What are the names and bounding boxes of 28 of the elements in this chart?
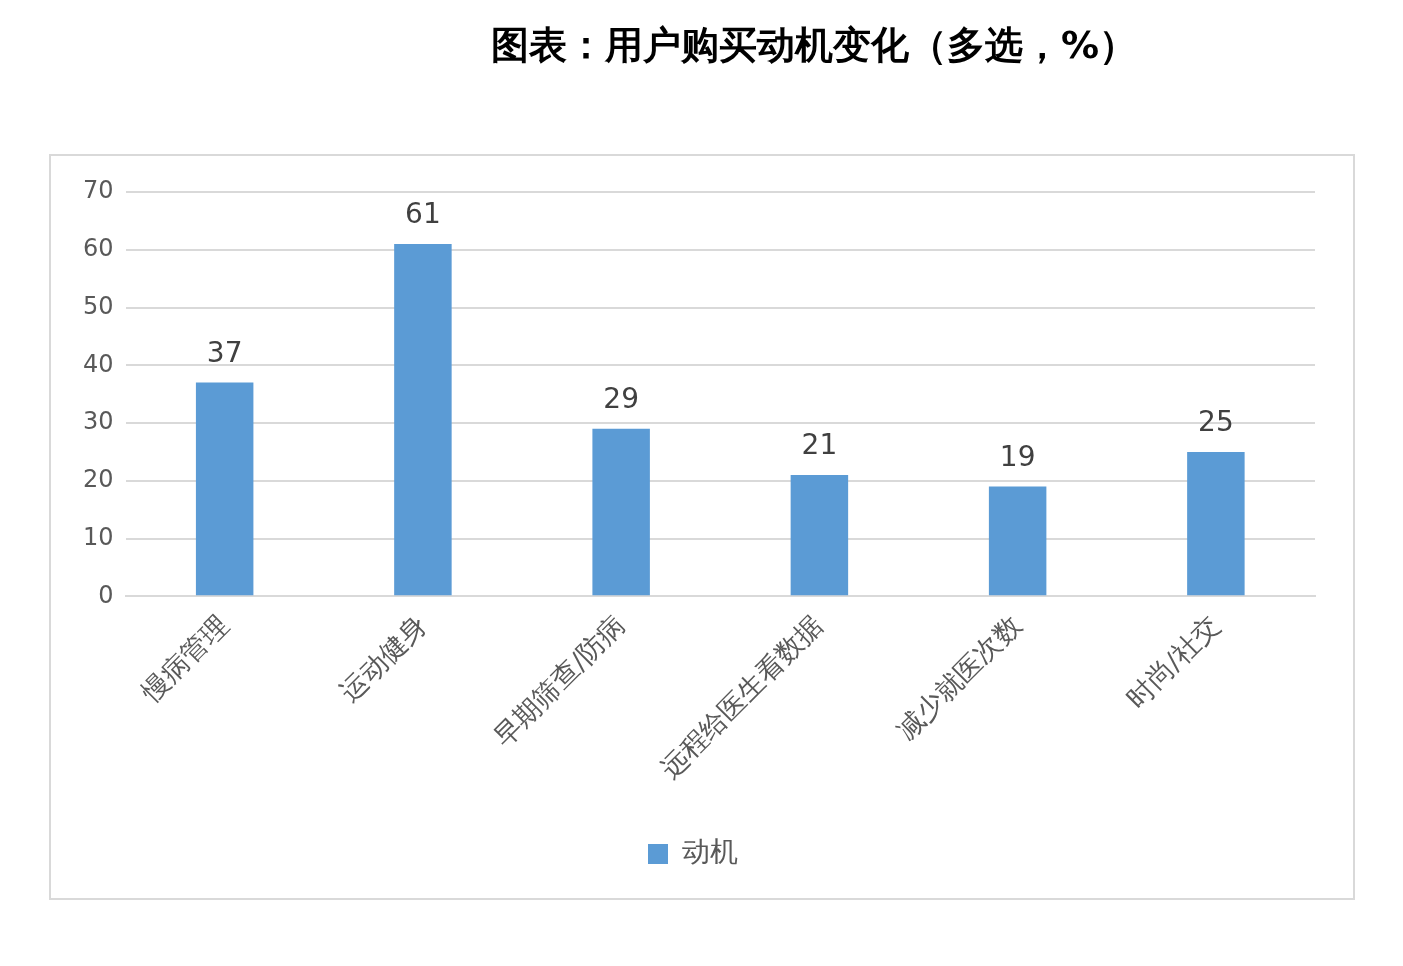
x-tick-label: 时尚/社交 bbox=[1120, 609, 1226, 714]
x-tick-label: 慢病管理 bbox=[134, 609, 234, 709]
bar bbox=[394, 243, 452, 596]
y-tick-label: 10 bbox=[82, 522, 114, 551]
x-tick-label: 减少就医次数 bbox=[890, 609, 1027, 746]
data-label: 21 bbox=[801, 428, 838, 462]
bar bbox=[592, 428, 650, 596]
y-tick-label: 60 bbox=[82, 234, 114, 262]
y-tick-label: 40 bbox=[82, 349, 114, 378]
y-tick-label: 20 bbox=[82, 465, 114, 494]
x-tick-label: 早期筛查/防病 bbox=[487, 609, 631, 753]
x-tick-label: 运动健身 bbox=[333, 609, 433, 708]
data-label: 19 bbox=[999, 439, 1036, 473]
y-tick-label: 50 bbox=[82, 291, 114, 320]
x-tick-label: 远程给医生看数据 bbox=[653, 609, 829, 784]
legend-label: 动机 bbox=[682, 835, 738, 869]
data-label: 25 bbox=[1198, 405, 1234, 439]
bar bbox=[988, 486, 1047, 596]
y-tick-label: 0 bbox=[98, 580, 114, 609]
data-label: 29 bbox=[603, 382, 639, 416]
data-label: 61 bbox=[405, 197, 441, 231]
y-tick-label: 70 bbox=[82, 176, 114, 205]
data-label: 37 bbox=[206, 335, 243, 369]
chart-title: 图表：用户购买动机变化（多选，%） bbox=[489, 22, 1139, 69]
y-tick-label: 30 bbox=[82, 407, 114, 436]
bar bbox=[195, 382, 254, 596]
bar bbox=[1187, 451, 1245, 596]
bar bbox=[790, 475, 849, 596]
